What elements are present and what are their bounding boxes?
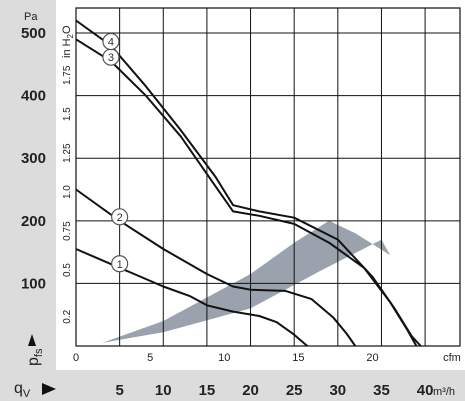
y-tick-inh2o: 1.0 <box>62 185 73 199</box>
x-tick-m3h: 25 <box>286 382 303 399</box>
svg-text:3: 3 <box>108 52 114 64</box>
x-axis-unit-m3h: m³/h <box>433 386 455 398</box>
y-axis-pressure-label: pfs <box>25 348 45 366</box>
x-tick-m3h: 35 <box>373 382 390 399</box>
x-tick-m3h: 5 <box>115 382 123 399</box>
svg-text:0.2: 0.2 <box>62 309 73 323</box>
series-badge-1: 1 <box>111 255 129 273</box>
x-tick-m3h: 30 <box>329 382 346 399</box>
svg-text:1.0: 1.0 <box>62 185 73 199</box>
svg-text:1.25: 1.25 <box>62 143 73 163</box>
y-tick-inh2o: 0.2 <box>62 309 73 323</box>
y-tick-inh2o: 1.75 <box>62 65 73 85</box>
y-tick-inh2o: 0.75 <box>62 221 73 241</box>
y-tick-pa: 300 <box>21 150 46 167</box>
x-tick-m3h: 15 <box>199 382 216 399</box>
series-curve-2 <box>75 188 357 347</box>
svg-text:4: 4 <box>108 37 114 49</box>
series-badge-4: 4 <box>102 32 120 51</box>
x-tick-cfm: 5 <box>147 352 153 364</box>
y-tick-inh2o: 0.5 <box>62 263 73 277</box>
svg-text:qV: qV <box>14 380 31 400</box>
svg-text:in H2O: in H2O <box>61 25 75 58</box>
x-tick-m3h: 20 <box>242 382 259 399</box>
svg-text:1.75: 1.75 <box>62 65 73 85</box>
x-axis-arrow-icon <box>42 383 56 395</box>
y-axis-arrow-icon <box>28 334 36 346</box>
x-tick-cfm: 15 <box>292 352 304 364</box>
x-tick-m3h: 40 <box>417 382 434 399</box>
x-axis-flow-label: qV <box>14 380 31 400</box>
grid-layer <box>75 7 461 347</box>
y-axis-unit-pa: Pa <box>24 11 38 23</box>
curve-layer <box>75 19 422 347</box>
y-tick-pa: 100 <box>21 275 46 292</box>
left-axis-band <box>0 0 56 401</box>
operating-region <box>102 220 391 343</box>
x-tick-cfm: 0 <box>73 352 79 364</box>
series-curve-1 <box>75 248 308 347</box>
series-badge-3: 3 <box>102 48 120 66</box>
y-tick-pa: 200 <box>21 213 46 230</box>
y-tick-pa: 400 <box>21 88 46 105</box>
y-tick-inh2o: 1.5 <box>62 107 73 121</box>
svg-text:1.5: 1.5 <box>62 107 73 121</box>
series-curve-4 <box>75 19 422 347</box>
svg-text:0.75: 0.75 <box>62 221 73 241</box>
svg-text:1: 1 <box>117 259 123 271</box>
plot-frame <box>75 7 461 347</box>
series-badge-2: 2 <box>111 208 129 226</box>
y-tick-inh2o: 1.25 <box>62 143 73 163</box>
bottom-axis-band <box>0 370 465 401</box>
svg-text:0.5: 0.5 <box>62 263 73 277</box>
series-badge-layer: 1 2 3 4 <box>102 32 129 273</box>
y-tick-pa: 500 <box>21 25 46 42</box>
x-tick-cfm: cfm <box>443 352 461 364</box>
tick-label-layer: 100 200 300 400 500 0.2 0.5 0.75 1.0 1.25 1.5 1.75 0… <box>21 25 461 399</box>
x-tick-cfm: 10 <box>218 352 230 364</box>
y-axis-unit-inh2o: in H2O <box>61 25 75 58</box>
x-tick-m3h: 10 <box>155 382 172 399</box>
svg-text:2: 2 <box>117 212 123 224</box>
svg-text:pfs: pfs <box>25 348 45 366</box>
x-tick-cfm: 20 <box>366 352 378 364</box>
operating-region-layer <box>102 220 391 343</box>
